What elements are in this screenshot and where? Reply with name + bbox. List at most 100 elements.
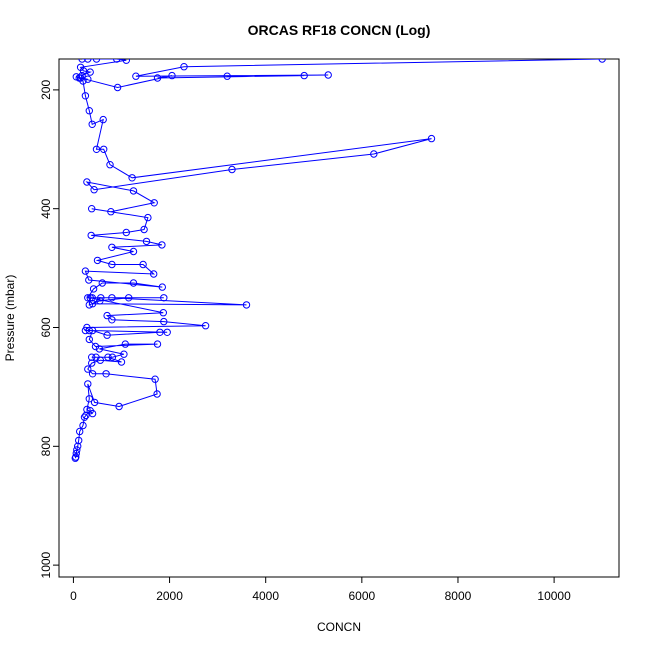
y-tick-label: 800 xyxy=(39,436,53,456)
data-point xyxy=(81,326,90,335)
data-point xyxy=(300,71,308,80)
data-point xyxy=(598,59,606,63)
x-tick-label: 8000 xyxy=(445,589,472,603)
chart-title: ORCAS RF18 CONCN (Log) xyxy=(248,22,431,38)
data-point xyxy=(125,294,133,302)
data-point xyxy=(85,107,94,115)
data-point xyxy=(117,358,126,366)
data-point xyxy=(86,294,94,302)
data-point xyxy=(108,353,117,361)
data-point xyxy=(95,345,104,353)
data-point xyxy=(107,208,115,216)
data-point xyxy=(122,59,130,64)
data-point xyxy=(88,359,96,367)
y-tick-label: 600 xyxy=(39,317,53,337)
x-tick-label: 4000 xyxy=(252,589,279,603)
data-point xyxy=(81,267,90,275)
data-point xyxy=(71,454,80,462)
data-point xyxy=(88,370,97,378)
data-point xyxy=(85,395,94,403)
data-point xyxy=(96,356,105,364)
data-point xyxy=(122,228,131,237)
data-point xyxy=(86,407,94,415)
data-point xyxy=(128,174,136,182)
data-point xyxy=(103,311,111,320)
data-point xyxy=(153,340,162,348)
data-point xyxy=(113,83,122,92)
x-tick-label: 2000 xyxy=(156,589,183,603)
data-point xyxy=(89,285,98,293)
data-point xyxy=(93,256,102,265)
x-axis-label: CONCN xyxy=(317,620,361,634)
data-point xyxy=(324,71,332,79)
data-point xyxy=(91,342,100,351)
x-axis: 0 2000 4000 6000 8000 10000 xyxy=(70,576,571,603)
plot-frame xyxy=(58,58,620,578)
data-point xyxy=(142,237,151,246)
data-point xyxy=(74,442,82,450)
data-point xyxy=(108,260,116,269)
data-point xyxy=(82,411,90,420)
data-point xyxy=(85,335,94,344)
data-point xyxy=(156,328,164,336)
data-point xyxy=(201,322,210,330)
data-point xyxy=(83,178,91,186)
data-point xyxy=(168,71,176,80)
series-line xyxy=(79,59,127,80)
data-point xyxy=(153,390,161,398)
data-point xyxy=(84,380,92,388)
data-point xyxy=(153,74,162,82)
data-point xyxy=(370,150,378,158)
y-axis-label: Pressure (mbar) xyxy=(3,275,17,362)
data-point xyxy=(97,294,105,302)
data-point xyxy=(76,427,84,436)
data-point xyxy=(228,165,236,174)
data-point xyxy=(180,62,188,71)
data-point xyxy=(90,398,99,407)
plot-area xyxy=(71,59,606,462)
data-point xyxy=(106,161,114,169)
data-point xyxy=(427,134,436,143)
data-point xyxy=(99,115,107,124)
data-point xyxy=(113,59,121,63)
data-point xyxy=(150,199,158,207)
x-tick-label: 6000 xyxy=(348,589,375,603)
data-point xyxy=(92,59,101,63)
x-tick-label: 10000 xyxy=(537,589,571,603)
data-point xyxy=(87,231,95,240)
data-point xyxy=(242,301,251,309)
data-point xyxy=(129,279,138,287)
data-point xyxy=(80,413,89,421)
data-point xyxy=(158,241,166,249)
series-line xyxy=(74,59,603,459)
data-point xyxy=(102,370,110,378)
data-point xyxy=(129,187,138,195)
data-point xyxy=(129,247,138,256)
data-point xyxy=(92,145,101,154)
data-point xyxy=(150,270,158,278)
data-point xyxy=(81,92,90,100)
data-point xyxy=(223,72,231,80)
x-tick-label: 0 xyxy=(70,589,77,603)
data-point xyxy=(108,294,116,302)
data-point xyxy=(120,350,128,358)
data-point xyxy=(73,446,81,454)
data-point xyxy=(100,145,108,154)
data-point xyxy=(85,326,94,335)
data-point xyxy=(108,243,116,252)
data-point xyxy=(132,72,140,80)
data-point xyxy=(96,297,104,305)
data-point xyxy=(86,68,94,76)
data-point xyxy=(90,186,98,194)
data-point xyxy=(88,205,96,213)
y-axis: 200 400 600 800 1000 xyxy=(39,80,60,578)
data-point xyxy=(108,316,116,324)
data-point xyxy=(84,365,92,373)
data-point xyxy=(98,279,107,287)
y-tick-label: 200 xyxy=(39,80,53,100)
data-point xyxy=(144,213,152,222)
data-point xyxy=(84,75,92,83)
data-point xyxy=(103,331,111,339)
data-point xyxy=(76,74,85,82)
